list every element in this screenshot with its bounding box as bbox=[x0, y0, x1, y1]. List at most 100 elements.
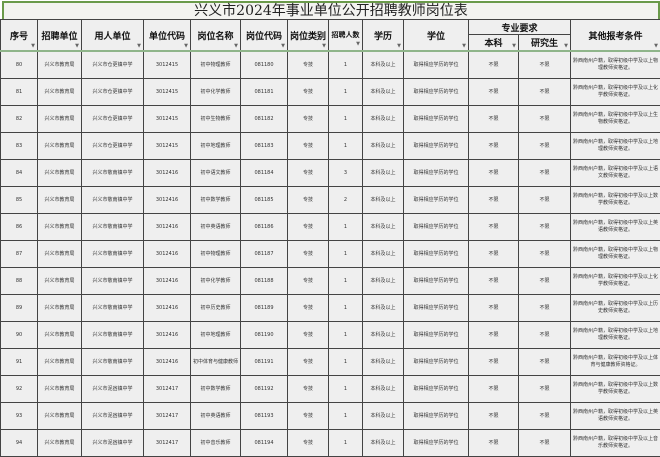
cell-employer[interactable]: 兴义市敬南镇中学 bbox=[82, 268, 144, 295]
cell-post-code[interactable]: 081192 bbox=[241, 376, 288, 403]
cell-employer[interactable]: 兴义市泥凼镇中学 bbox=[82, 403, 144, 430]
cell-post-type[interactable]: 专技 bbox=[288, 430, 329, 457]
cell-seq[interactable]: 81 bbox=[1, 79, 38, 106]
cell-unit-code[interactable]: 3012415 bbox=[144, 133, 191, 160]
cell-employer[interactable]: 兴义市敬南镇中学 bbox=[82, 241, 144, 268]
cell-employer[interactable]: 兴义市敬南镇中学 bbox=[82, 160, 144, 187]
header-degree[interactable]: 学位▼ bbox=[404, 20, 469, 52]
cell-post-code[interactable]: 081193 bbox=[241, 403, 288, 430]
cell-education[interactable]: 本科及以上 bbox=[363, 403, 404, 430]
cell-graduate[interactable]: 不限 bbox=[519, 295, 571, 322]
cell-employer[interactable]: 兴义市泥凼镇中学 bbox=[82, 376, 144, 403]
cell-bachelor[interactable]: 不限 bbox=[469, 322, 519, 349]
cell-bachelor[interactable]: 不限 bbox=[469, 349, 519, 376]
cell-count[interactable]: 1 bbox=[329, 403, 363, 430]
cell-unit-code[interactable]: 3012416 bbox=[144, 241, 191, 268]
cell-unit-code[interactable]: 3012417 bbox=[144, 376, 191, 403]
cell-education[interactable]: 本科及以上 bbox=[363, 376, 404, 403]
cell-graduate[interactable]: 不限 bbox=[519, 376, 571, 403]
cell-seq[interactable]: 87 bbox=[1, 241, 38, 268]
cell-degree[interactable]: 取得相应学历的学位 bbox=[404, 322, 469, 349]
cell-post-code[interactable]: 081186 bbox=[241, 214, 288, 241]
cell-education[interactable]: 本科及以上 bbox=[363, 430, 404, 457]
cell-other[interactable]: 黔西南州户籍，取得初级中学及以上地理教师资格证。 bbox=[571, 322, 660, 349]
cell-seq[interactable]: 94 bbox=[1, 430, 38, 457]
cell-other[interactable]: 黔西南州户籍，取得初级中学及以上生物教师资格证。 bbox=[571, 106, 660, 133]
cell-count[interactable]: 1 bbox=[329, 133, 363, 160]
cell-post-type[interactable]: 专技 bbox=[288, 241, 329, 268]
cell-post-code[interactable]: 081182 bbox=[241, 106, 288, 133]
cell-recruiter[interactable]: 兴义市教育局 bbox=[38, 430, 82, 457]
cell-unit-code[interactable]: 3012415 bbox=[144, 106, 191, 133]
cell-post-code[interactable]: 081187 bbox=[241, 241, 288, 268]
cell-seq[interactable]: 91 bbox=[1, 349, 38, 376]
cell-degree[interactable]: 取得相应学历的学位 bbox=[404, 430, 469, 457]
cell-degree[interactable]: 取得相应学历的学位 bbox=[404, 187, 469, 214]
header-graduate[interactable]: 研究生▼ bbox=[519, 35, 571, 51]
cell-post-type[interactable]: 专技 bbox=[288, 133, 329, 160]
filter-dropdown-icon[interactable]: ▼ bbox=[75, 43, 79, 49]
cell-other[interactable]: 黔西南州户籍，取得初级中学及以上地理教师资格证。 bbox=[571, 133, 660, 160]
cell-degree[interactable]: 取得相应学历的学位 bbox=[404, 295, 469, 322]
filter-dropdown-icon[interactable]: ▼ bbox=[654, 43, 658, 49]
cell-graduate[interactable]: 不限 bbox=[519, 214, 571, 241]
cell-bachelor[interactable]: 不限 bbox=[469, 133, 519, 160]
cell-employer[interactable]: 兴义市仓更镇中学 bbox=[82, 79, 144, 106]
cell-bachelor[interactable]: 不限 bbox=[469, 376, 519, 403]
cell-recruiter[interactable]: 兴义市教育局 bbox=[38, 160, 82, 187]
cell-count[interactable]: 1 bbox=[329, 79, 363, 106]
header-recruiter[interactable]: 招聘单位▼ bbox=[38, 20, 82, 52]
cell-recruiter[interactable]: 兴义市教育局 bbox=[38, 268, 82, 295]
cell-bachelor[interactable]: 不限 bbox=[469, 51, 519, 79]
cell-degree[interactable]: 取得相应学历的学位 bbox=[404, 160, 469, 187]
cell-recruiter[interactable]: 兴义市教育局 bbox=[38, 106, 82, 133]
cell-bachelor[interactable]: 不限 bbox=[469, 295, 519, 322]
cell-recruiter[interactable]: 兴义市教育局 bbox=[38, 322, 82, 349]
filter-dropdown-icon[interactable]: ▼ bbox=[512, 43, 516, 49]
cell-education[interactable]: 本科及以上 bbox=[363, 349, 404, 376]
cell-count[interactable]: 1 bbox=[329, 430, 363, 457]
cell-recruiter[interactable]: 兴义市教育局 bbox=[38, 51, 82, 79]
cell-other[interactable]: 黔西南州户籍，取得初级中学及以上历史教师资格证。 bbox=[571, 295, 660, 322]
cell-graduate[interactable]: 不限 bbox=[519, 51, 571, 79]
cell-bachelor[interactable]: 不限 bbox=[469, 160, 519, 187]
cell-count[interactable]: 1 bbox=[329, 51, 363, 79]
header-count[interactable]: 招聘人数▼ bbox=[329, 20, 363, 52]
cell-education[interactable]: 本科及以上 bbox=[363, 133, 404, 160]
cell-education[interactable]: 本科及以上 bbox=[363, 106, 404, 133]
cell-other[interactable]: 黔西南州户籍，取得初级中学及以上物理教师资格证。 bbox=[571, 51, 660, 79]
cell-post-type[interactable]: 专技 bbox=[288, 106, 329, 133]
cell-count[interactable]: 3 bbox=[329, 160, 363, 187]
cell-recruiter[interactable]: 兴义市教育局 bbox=[38, 376, 82, 403]
cell-post-type[interactable]: 专技 bbox=[288, 214, 329, 241]
cell-other[interactable]: 黔西南州户籍，取得初级中学及以上音乐教师资格证。 bbox=[571, 430, 660, 457]
cell-bachelor[interactable]: 不限 bbox=[469, 187, 519, 214]
cell-post-name[interactable]: 初中音乐教师 bbox=[191, 430, 241, 457]
cell-graduate[interactable]: 不限 bbox=[519, 322, 571, 349]
cell-post-name[interactable]: 初中数学教师 bbox=[191, 376, 241, 403]
cell-unit-code[interactable]: 3012416 bbox=[144, 295, 191, 322]
cell-post-name[interactable]: 初中物理教师 bbox=[191, 51, 241, 79]
filter-dropdown-icon[interactable]: ▼ bbox=[397, 43, 401, 49]
header-bachelor[interactable]: 本科▼ bbox=[469, 35, 519, 51]
cell-employer[interactable]: 兴义市仓更镇中学 bbox=[82, 133, 144, 160]
cell-count[interactable]: 1 bbox=[329, 376, 363, 403]
cell-unit-code[interactable]: 3012416 bbox=[144, 214, 191, 241]
cell-unit-code[interactable]: 3012416 bbox=[144, 268, 191, 295]
cell-graduate[interactable]: 不限 bbox=[519, 349, 571, 376]
cell-count[interactable]: 1 bbox=[329, 268, 363, 295]
cell-degree[interactable]: 取得相应学历的学位 bbox=[404, 349, 469, 376]
cell-recruiter[interactable]: 兴义市教育局 bbox=[38, 241, 82, 268]
cell-other[interactable]: 黔西南州户籍，取得初级中学及以上英语教师资格证。 bbox=[571, 403, 660, 430]
cell-other[interactable]: 黔西南州户籍，取得初级中学及以上数学教师资格证。 bbox=[571, 187, 660, 214]
header-unit-code[interactable]: 单位代码▼ bbox=[144, 20, 191, 52]
cell-other[interactable]: 黔西南州户籍，取得初级中学及以上体育与健康教师资格证。 bbox=[571, 349, 660, 376]
cell-employer[interactable]: 兴义市敬南镇中学 bbox=[82, 295, 144, 322]
cell-post-code[interactable]: 081191 bbox=[241, 349, 288, 376]
cell-post-name[interactable]: 初中语文教师 bbox=[191, 160, 241, 187]
cell-post-type[interactable]: 专技 bbox=[288, 187, 329, 214]
cell-education[interactable]: 本科及以上 bbox=[363, 295, 404, 322]
cell-seq[interactable]: 93 bbox=[1, 403, 38, 430]
cell-recruiter[interactable]: 兴义市教育局 bbox=[38, 214, 82, 241]
cell-recruiter[interactable]: 兴义市教育局 bbox=[38, 133, 82, 160]
